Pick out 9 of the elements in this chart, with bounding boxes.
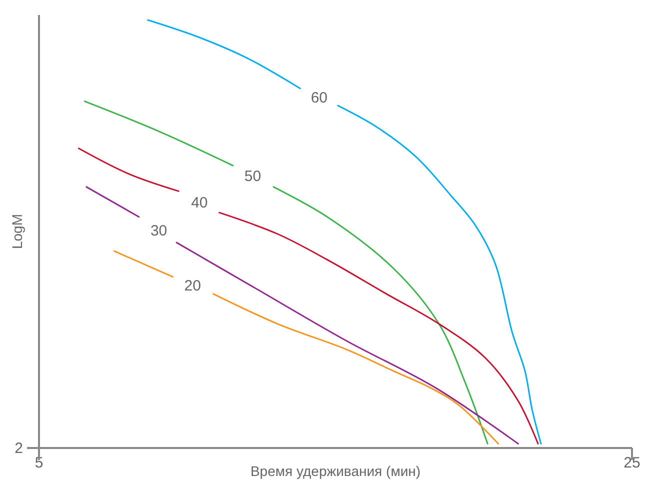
series-label: 40 <box>191 194 208 212</box>
series-label: 60 <box>310 89 328 106</box>
x-axis-title: Время удерживания (мин) <box>250 463 421 479</box>
series-label: 30 <box>150 222 168 240</box>
y-axis-title: LogM <box>9 214 25 250</box>
text: 2 <box>14 440 23 457</box>
series-label: 50 <box>244 168 262 186</box>
series-label: 20 <box>184 277 201 294</box>
x-tick-label: 25 <box>624 454 640 472</box>
